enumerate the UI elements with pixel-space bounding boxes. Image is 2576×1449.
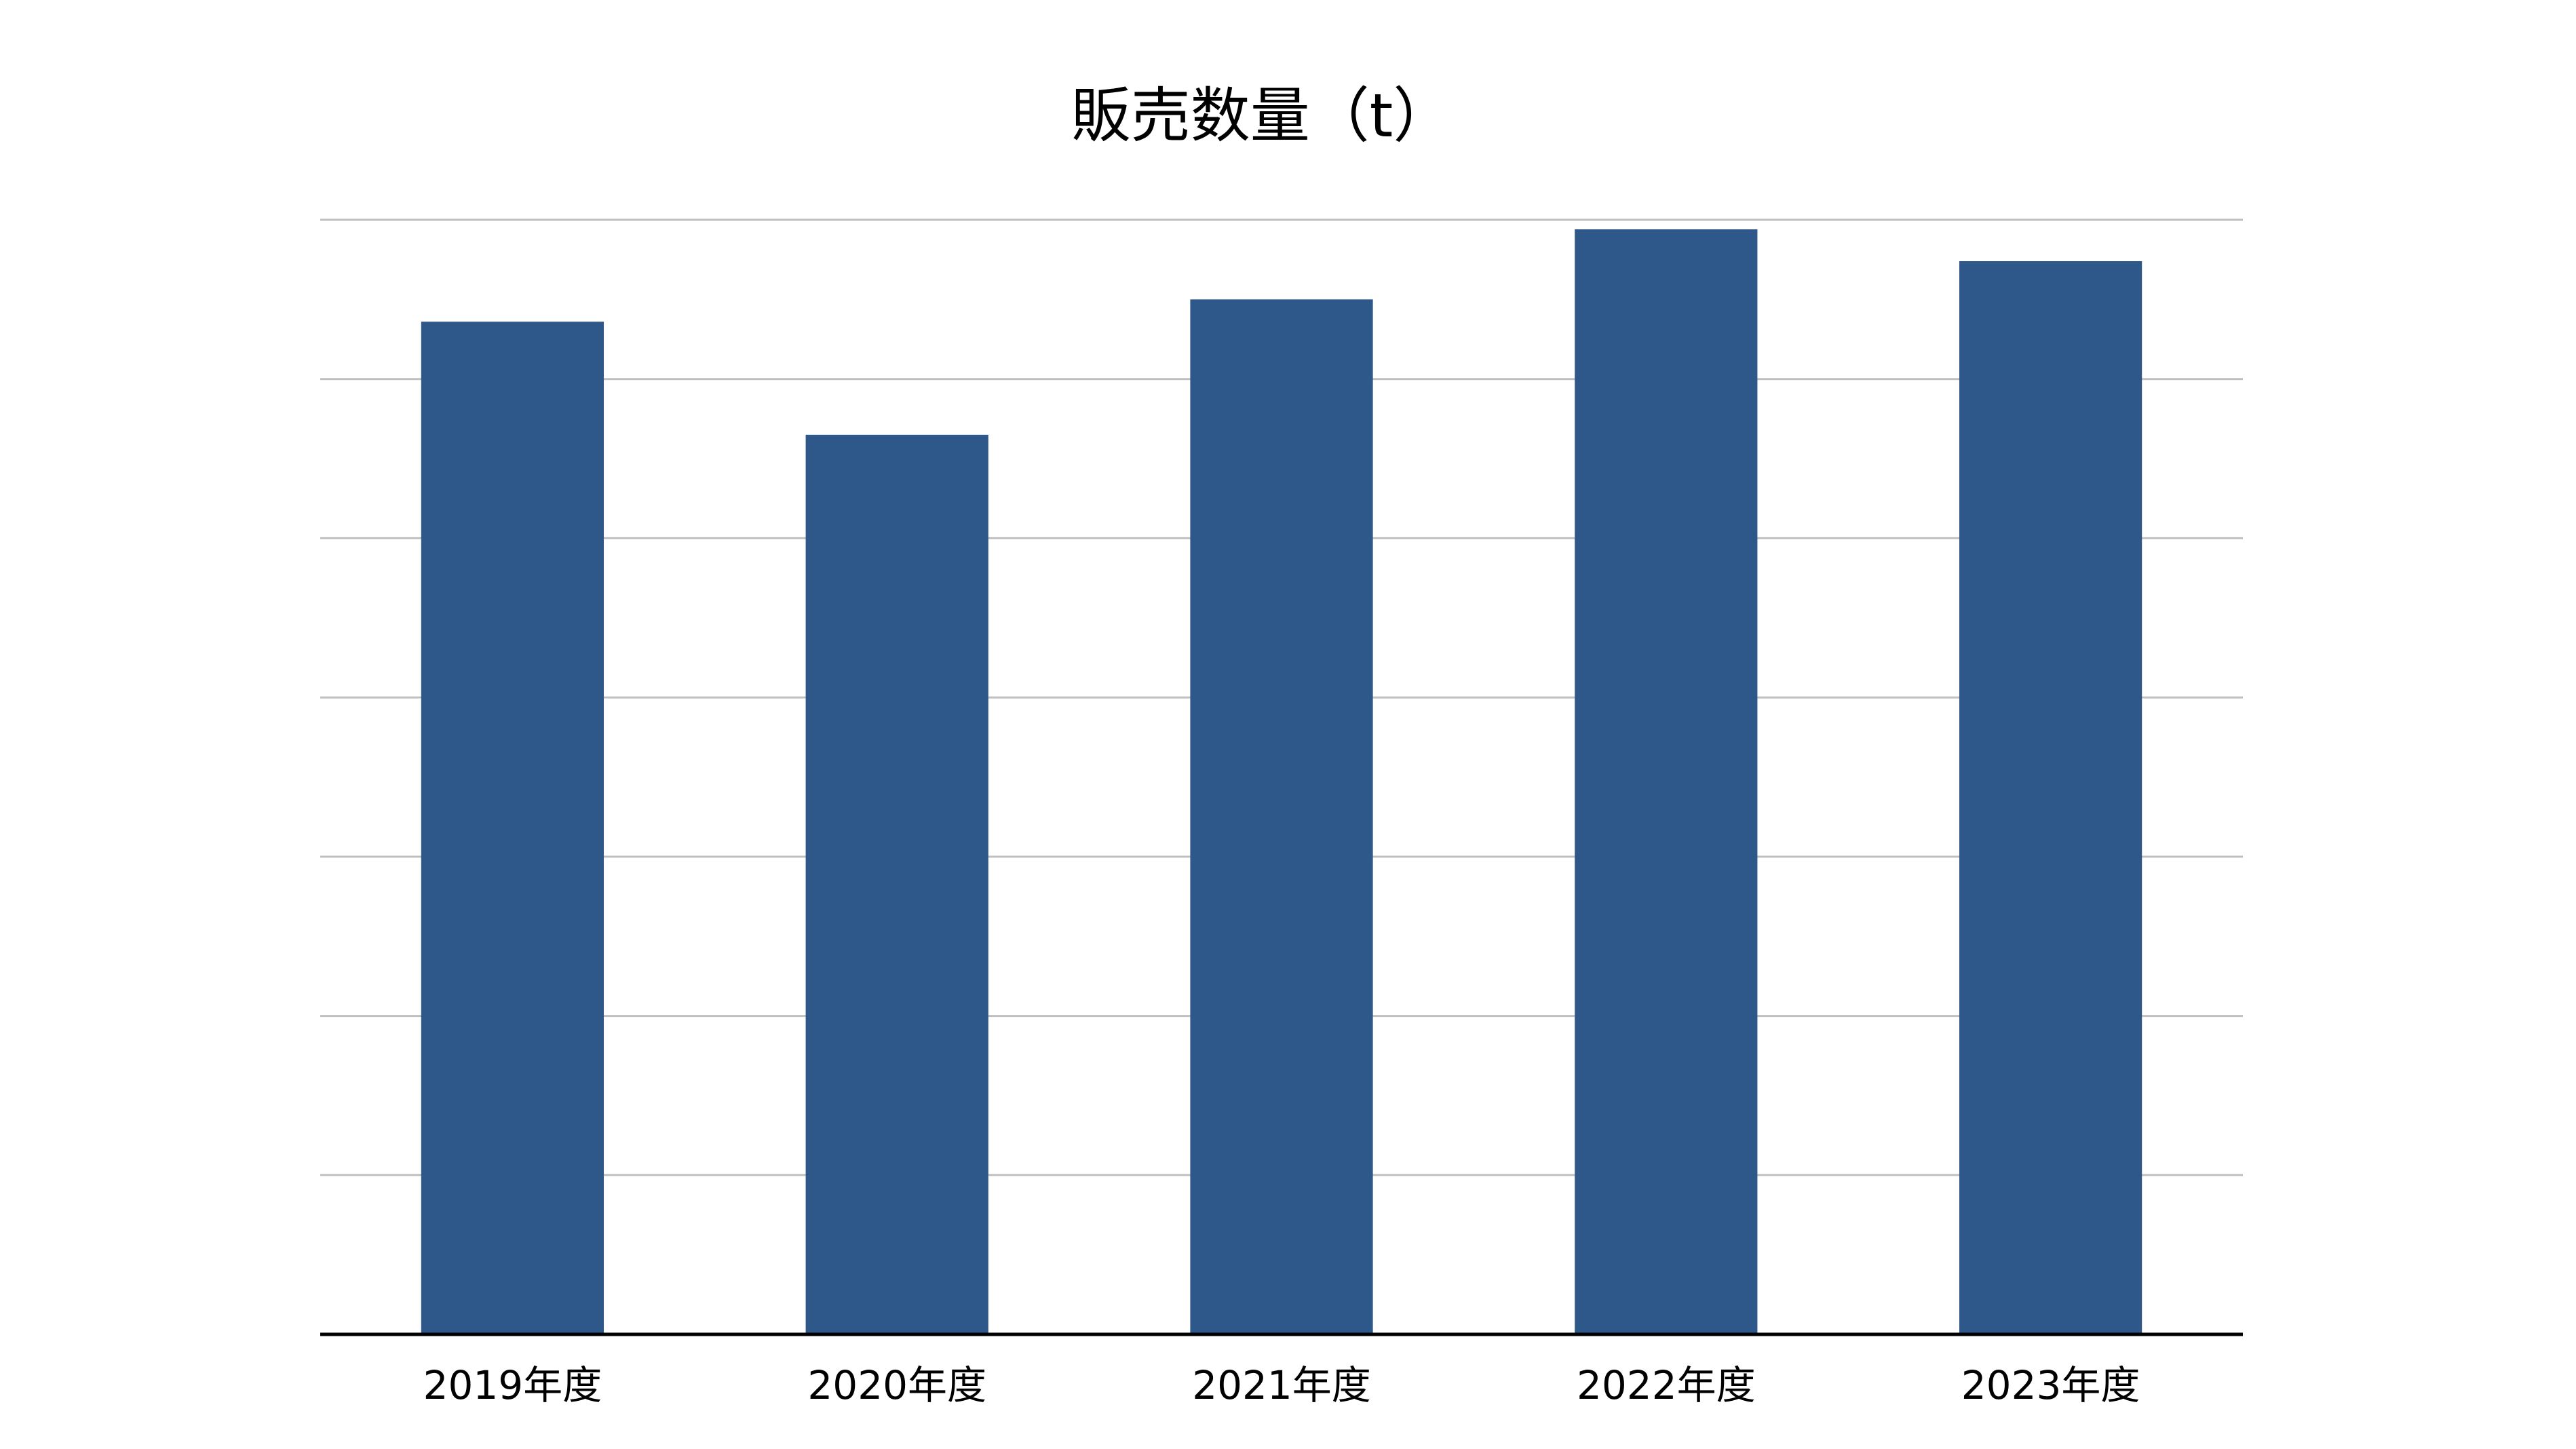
bar	[1959, 261, 2142, 1334]
x-tick-label: 2019年度	[423, 1362, 602, 1408]
x-tick-label: 2022年度	[1577, 1362, 1756, 1408]
bar	[1190, 299, 1373, 1334]
x-tick-label: 2021年度	[1192, 1362, 1371, 1408]
bar	[1575, 229, 1758, 1334]
chart-title: 販売数量（t）	[1071, 81, 1453, 151]
bar	[805, 434, 988, 1334]
bar	[421, 322, 604, 1334]
x-tick-label: 2020年度	[807, 1362, 986, 1408]
x-tick-label: 2023年度	[1961, 1362, 2140, 1408]
